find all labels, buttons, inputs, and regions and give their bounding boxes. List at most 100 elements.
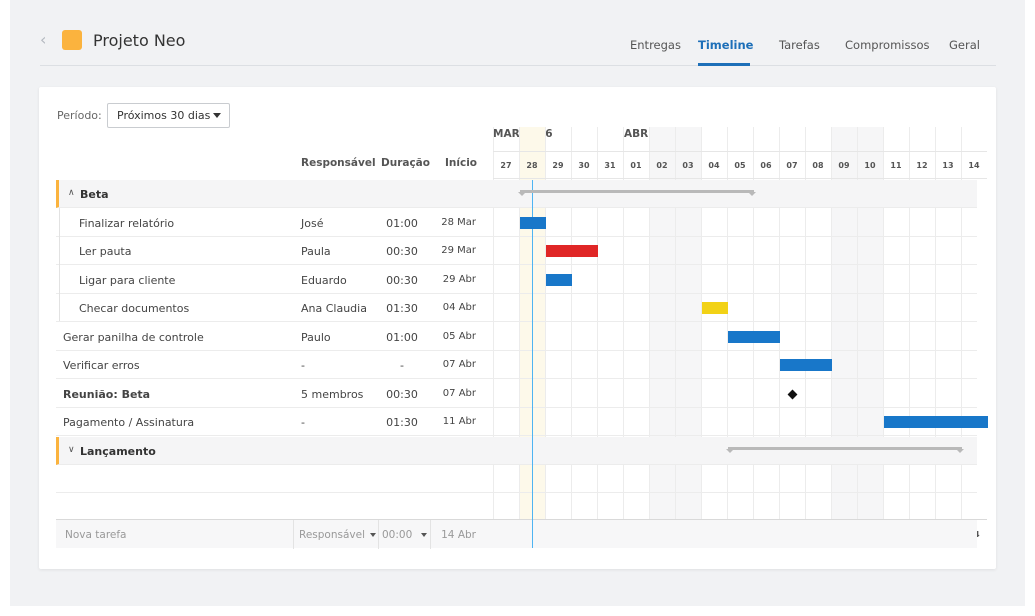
chevron-down-icon[interactable]: ∨ — [68, 444, 75, 455]
task-name: Finalizar relatório — [79, 216, 175, 230]
task-name: Checar documentos — [79, 302, 190, 315]
day-header: 30 — [571, 151, 597, 179]
today-marker — [532, 180, 533, 548]
task-bar[interactable] — [728, 330, 780, 343]
day-header: 10 — [857, 151, 883, 179]
task-name: Gerar panilha de controle — [63, 330, 204, 344]
group-summary-bar — [518, 190, 756, 196]
tab-geral[interactable]: Geral — [949, 38, 980, 52]
task-row[interactable]: Ler pauta Paula 00:30 29 Mar — [56, 237, 977, 265]
task-row[interactable]: Finalizar relatório José 01:00 28 Mar — [56, 209, 977, 237]
task-start-date: 07 Abr — [442, 387, 476, 399]
day-column — [493, 127, 519, 548]
day-column — [883, 127, 909, 548]
new-task-input[interactable]: Nova tarefa — [65, 529, 127, 541]
caret-down-icon — [370, 533, 376, 537]
group-summary-bar — [726, 446, 964, 453]
task-start-date: 11 Abr — [442, 416, 476, 427]
task-start-date: 07 Abr — [442, 359, 476, 370]
task-start-date: 28 Mar — [441, 216, 476, 228]
task-bar[interactable] — [546, 245, 598, 257]
new-task-duration-value: 00:00 — [382, 529, 413, 541]
day-column — [727, 127, 753, 548]
day-header: 03 — [675, 151, 701, 179]
task-responsible: - — [301, 416, 305, 429]
task-row[interactable]: Checar documentos Ana Claudia 01:30 04 Abr — [56, 294, 977, 322]
task-row[interactable]: Verificar erros - - 07 Abr — [56, 351, 977, 379]
task-duration: - — [400, 359, 404, 372]
group-row[interactable]: ∨ Lançamento — [56, 436, 977, 465]
task-row[interactable]: Ligar para cliente Eduardo 00:30 29 Abr — [56, 266, 977, 294]
task-name: Verificar erros — [63, 359, 140, 372]
group-name: Lançamento — [80, 444, 156, 458]
task-start-date: 05 Abr — [442, 330, 476, 342]
day-header: 31 — [597, 151, 623, 179]
task-bar[interactable] — [884, 416, 988, 428]
task-bar[interactable] — [520, 216, 546, 229]
group-indent-line — [59, 208, 60, 321]
day-header: 14 — [961, 151, 987, 179]
day-column — [597, 127, 623, 548]
day-header: 01 — [623, 151, 649, 179]
chevron-up-icon[interactable]: ∧ — [68, 188, 75, 198]
task-responsible: 5 membros — [301, 387, 364, 401]
group-row[interactable]: ∧ Beta — [56, 180, 977, 208]
task-name: Reunião: Beta — [63, 387, 151, 401]
new-task-start-date[interactable]: 14 Abr — [441, 529, 476, 541]
task-duration: 01:30 — [386, 302, 418, 315]
group-name: Beta — [80, 188, 109, 201]
period-label: Período: — [57, 109, 102, 122]
caret-down-icon — [213, 113, 221, 118]
task-bar[interactable] — [780, 359, 832, 371]
day-header: 02 — [649, 151, 675, 179]
milestone-row[interactable]: Reunião: Beta 5 membros 00:30 07 Abr — [56, 380, 977, 408]
task-row[interactable]: Gerar panilha de controle Paulo 01:00 05 Ab… — [56, 323, 977, 351]
new-task-duration-select[interactable]: 00:00 — [382, 529, 428, 541]
day-column — [909, 127, 935, 548]
task-start-date: 29 Abr — [442, 273, 476, 285]
day-header: 12 — [909, 151, 935, 179]
day-header: 09 — [831, 151, 857, 179]
tab-compromissos[interactable]: Compromissos — [845, 38, 930, 52]
day-column — [623, 127, 649, 548]
new-task-responsible-value: Responsável — [299, 529, 365, 541]
divider — [293, 520, 294, 549]
task-duration: 01:00 — [386, 216, 418, 230]
task-bar[interactable] — [702, 302, 728, 314]
tab-entregas[interactable]: Entregas — [630, 38, 681, 52]
task-duration: 00:30 — [386, 245, 418, 258]
period-select[interactable]: Próximos 30 dias — [107, 103, 230, 128]
empty-row — [56, 494, 977, 522]
task-row[interactable]: Pagamento / Assinatura - 01:30 11 Abr — [56, 408, 977, 436]
day-header: 05 — [727, 151, 753, 179]
day-header: 08 — [805, 151, 831, 179]
tab-timeline[interactable]: Timeline — [698, 38, 753, 66]
task-start-date: 04 Abr — [442, 302, 476, 313]
column-header-duration: Duração — [381, 157, 430, 169]
divider — [378, 520, 379, 549]
new-task-responsible-select[interactable]: Responsável — [299, 529, 376, 541]
day-column — [961, 127, 987, 548]
project-header: ‹ Projeto Neo Entregas Timeline Tarefas … — [40, 0, 996, 66]
day-header: 11 — [883, 151, 909, 179]
task-name: Pagamento / Assinatura — [63, 416, 195, 429]
task-responsible: - — [301, 359, 305, 372]
project-color-icon — [62, 30, 82, 50]
task-name: Ler pauta — [79, 245, 132, 258]
day-header: 13 — [935, 151, 961, 179]
period-select-value: Próximos 30 dias — [117, 109, 211, 122]
tab-tarefas[interactable]: Tarefas — [779, 38, 820, 52]
day-column — [805, 127, 831, 548]
day-header: 06 — [753, 151, 779, 179]
task-name: Ligar para cliente — [79, 273, 176, 287]
task-bar[interactable] — [546, 273, 572, 286]
new-task-row: Nova tarefa Responsável 00:00 14 Abr — [56, 519, 977, 549]
task-duration: 01:00 — [386, 330, 418, 344]
task-duration: 00:30 — [386, 387, 418, 401]
day-column — [571, 127, 597, 548]
task-responsible: José — [301, 216, 324, 230]
chevron-left-icon[interactable]: ‹ — [40, 30, 47, 49]
task-duration: 01:30 — [386, 416, 418, 429]
day-header: 04 — [701, 151, 727, 179]
task-responsible: Ana Claudia — [301, 302, 367, 315]
